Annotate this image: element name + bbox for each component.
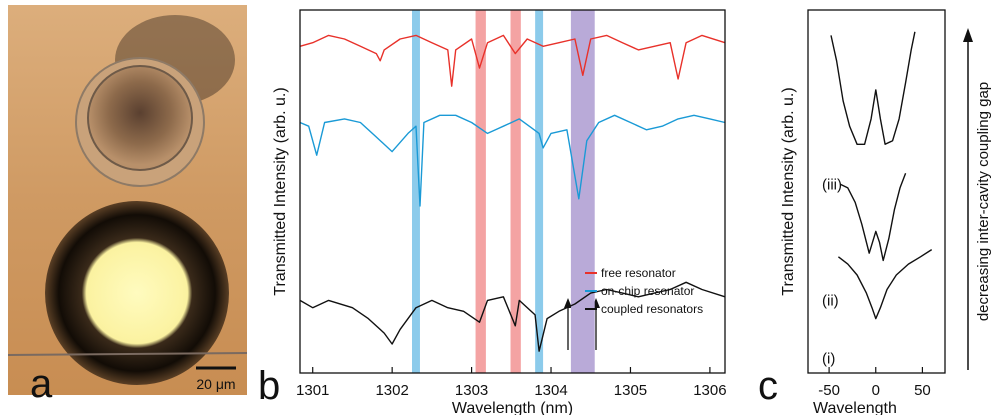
x-tick-label: 0 (872, 382, 880, 399)
waveguide (7, 352, 248, 356)
legend-label: free resonator (601, 266, 676, 280)
panel-label: a (30, 362, 53, 406)
series-label: (i) (822, 351, 835, 368)
x-tick-label: -50 (818, 382, 840, 399)
series-label: (iii) (822, 176, 842, 193)
plot-frame (807, 9, 946, 374)
highlight-band (510, 10, 521, 373)
highlight-band (475, 10, 486, 373)
highlight-band (570, 10, 595, 373)
arrows (564, 28, 973, 370)
series-line (299, 281, 726, 352)
x-tick-label: 1302 (375, 382, 408, 399)
x-axis-label: Wavelength (813, 400, 897, 415)
highlight-band (535, 10, 544, 373)
x-tick-label: 1305 (614, 382, 647, 399)
series-line (839, 173, 907, 262)
microscope-image: 20 μm a (7, 5, 248, 406)
panel-label: c (758, 364, 778, 408)
annotation: decreasing inter-cavity coupling gap (975, 82, 992, 321)
x-tick-label: 1306 (693, 382, 726, 399)
top-resonator-core (87, 65, 193, 171)
legend-label: coupled resonators (601, 302, 703, 316)
legend-label: on-chip resonator (601, 284, 694, 298)
arrow-head (963, 28, 973, 42)
series-label: (ii) (822, 292, 839, 309)
x-tick-label: 1303 (455, 382, 488, 399)
x-axis-label: Wavelength (nm) (452, 400, 573, 415)
scale-bar-label: 20 μm (196, 376, 235, 392)
series-line (830, 31, 916, 145)
panel-label: b (258, 364, 280, 408)
bottom-resonator (45, 201, 229, 385)
series-line (837, 249, 933, 320)
y-axis-label: Transmitted Intensity (arb. u.) (780, 87, 797, 295)
x-tick-label: 1301 (296, 382, 329, 399)
series-line (299, 34, 726, 87)
x-tick-label: 50 (914, 382, 931, 399)
x-tick-label: 1304 (534, 382, 567, 399)
highlight-band (412, 10, 420, 373)
y-axis-label: Transmitted Intensity (arb. u.) (272, 87, 289, 295)
plot-frame (299, 9, 726, 374)
series-line (299, 114, 726, 207)
